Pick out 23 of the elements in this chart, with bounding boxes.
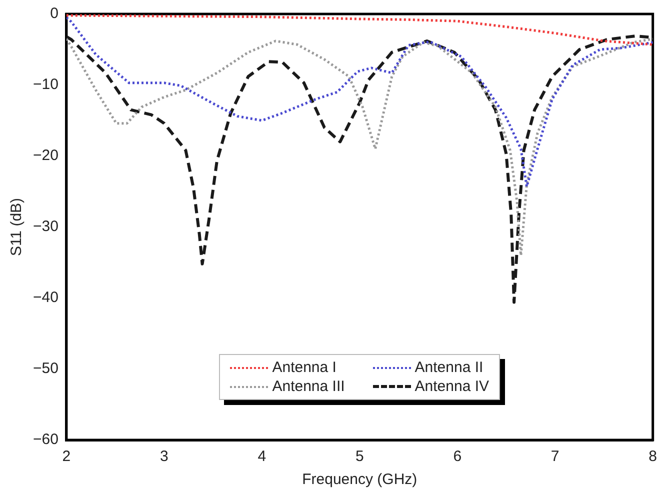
x-tick-label: 3 xyxy=(160,448,168,466)
y-axis-title: S11 (dB) xyxy=(8,198,26,256)
legend-label: Antenna II xyxy=(414,359,484,376)
x-tick-label: 2 xyxy=(62,448,71,466)
x-tick-label: 8 xyxy=(648,448,657,466)
y-tick-label: −60 xyxy=(32,431,58,448)
y-tick-label: −50 xyxy=(32,360,58,378)
legend-label: Antenna IV xyxy=(414,378,490,395)
x-tick-label: 4 xyxy=(258,448,266,466)
y-tick-label: −30 xyxy=(32,218,58,236)
line-series xyxy=(66,38,653,257)
legend-label: Antenna I xyxy=(272,359,336,376)
y-tick-label: 0 xyxy=(50,5,58,22)
x-tick-label: 6 xyxy=(453,448,462,466)
x-axis-title: Frequency (GHz) xyxy=(302,471,418,488)
x-tick-label: 5 xyxy=(355,448,364,466)
y-tick-label: −40 xyxy=(32,289,58,306)
y-tick-label: −20 xyxy=(32,147,58,164)
line-series xyxy=(66,14,653,46)
y-tick-label: −10 xyxy=(32,76,58,94)
x-tick-label: 7 xyxy=(550,448,560,466)
line-series xyxy=(66,16,653,188)
legend-label: Antenna III xyxy=(272,378,345,395)
